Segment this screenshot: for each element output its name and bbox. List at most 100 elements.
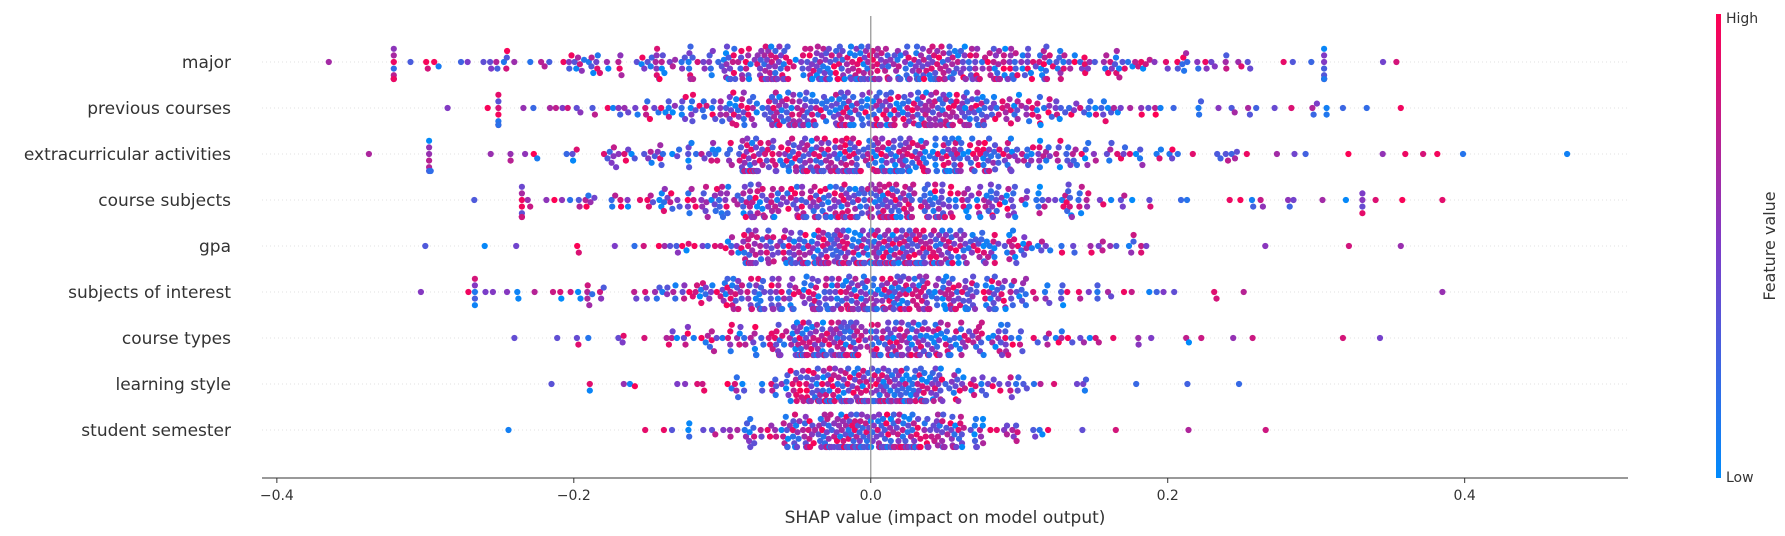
shap-point: [776, 43, 783, 50]
shap-point: [800, 426, 807, 434]
shap-point: [775, 58, 783, 66]
shap-point: [978, 319, 985, 326]
shap-point: [696, 102, 703, 109]
shap-point: [876, 240, 883, 247]
shap-point: [1046, 52, 1053, 59]
shap-point: [933, 426, 940, 434]
shap-point: [704, 242, 711, 250]
shap-point: [823, 429, 831, 436]
shap-point: [838, 411, 845, 418]
shap-point: [911, 275, 918, 282]
shap-point: [1090, 150, 1097, 158]
shap-point: [1024, 65, 1031, 72]
shap-point: [761, 213, 768, 221]
shap-point: [1129, 196, 1136, 204]
shap-point: [855, 111, 862, 118]
shap-point: [938, 376, 946, 383]
shap-point: [978, 111, 986, 118]
shap-point: [752, 295, 760, 302]
shap-point: [1125, 242, 1133, 250]
shap-point: [751, 288, 758, 296]
shap-point: [765, 98, 773, 105]
shap-point: [737, 323, 744, 331]
shap-point: [857, 50, 864, 57]
shap-point: [784, 372, 791, 379]
shap-point: [825, 435, 832, 442]
shap-point: [1014, 387, 1021, 394]
shap-point: [554, 334, 561, 342]
shap-point: [738, 96, 746, 103]
shap-point: [862, 109, 869, 116]
shap-point: [962, 277, 969, 285]
shap-point: [729, 282, 736, 289]
shap-point: [821, 150, 828, 158]
shap-point: [960, 297, 967, 304]
shap-point: [855, 251, 862, 258]
shap-point: [640, 242, 647, 250]
shap-point: [652, 58, 659, 66]
shap-point: [1223, 65, 1230, 72]
shap-point: [842, 288, 850, 296]
shap-point: [902, 50, 909, 57]
shap-point: [738, 54, 745, 61]
shap-point: [979, 93, 986, 101]
shap-point: [724, 334, 732, 342]
shap-point: [787, 397, 794, 405]
shap-point: [747, 443, 754, 451]
shap-point: [878, 157, 885, 164]
shap-point: [1009, 302, 1016, 309]
shap-point: [855, 139, 862, 147]
shap-point: [692, 203, 699, 210]
shap-point: [864, 277, 871, 285]
shap-point: [962, 240, 969, 247]
shap-point: [891, 288, 899, 296]
shap-point: [907, 259, 914, 267]
shap-point: [993, 426, 1000, 434]
shap-point: [929, 201, 936, 208]
shap-point: [923, 159, 930, 166]
shap-point: [948, 183, 955, 190]
shap-point: [719, 183, 726, 190]
shap-point: [982, 203, 989, 210]
shap-point: [945, 203, 953, 210]
shap-point: [1019, 297, 1026, 304]
shap-point: [1001, 277, 1008, 285]
x-tick-label: −0.4: [260, 488, 294, 504]
shap-point: [923, 89, 930, 96]
shap-point: [888, 89, 895, 96]
shap-point: [631, 155, 638, 162]
shap-point: [851, 418, 859, 425]
shap-point: [685, 58, 692, 66]
shap-point: [768, 192, 775, 199]
shap-point: [1121, 144, 1129, 151]
shap-point: [964, 305, 972, 313]
shap-point: [940, 277, 947, 285]
shap-point: [936, 337, 943, 344]
shap-point: [1085, 288, 1092, 296]
shap-point: [978, 330, 985, 337]
shap-point: [783, 109, 790, 116]
shap-point: [951, 240, 958, 247]
x-tick-label: −0.2: [557, 488, 591, 504]
shap-point: [780, 433, 787, 440]
shap-point: [465, 288, 472, 296]
shap-point: [891, 107, 898, 114]
shap-point: [861, 54, 868, 61]
shap-point: [892, 161, 899, 169]
shap-point: [1257, 196, 1264, 204]
shap-point: [730, 52, 737, 59]
shap-point: [762, 67, 769, 74]
shap-point: [701, 113, 708, 120]
shap-point: [795, 150, 802, 158]
shap-point: [890, 305, 898, 313]
shap-point: [730, 69, 738, 77]
shap-point: [796, 91, 804, 98]
shap-point: [846, 273, 853, 280]
shap-point: [840, 376, 847, 383]
shap-point: [817, 437, 824, 445]
shap-point: [909, 107, 916, 114]
shap-point: [832, 69, 839, 77]
shap-point: [757, 284, 765, 291]
shap-point: [751, 440, 758, 447]
shap-point: [852, 205, 859, 212]
